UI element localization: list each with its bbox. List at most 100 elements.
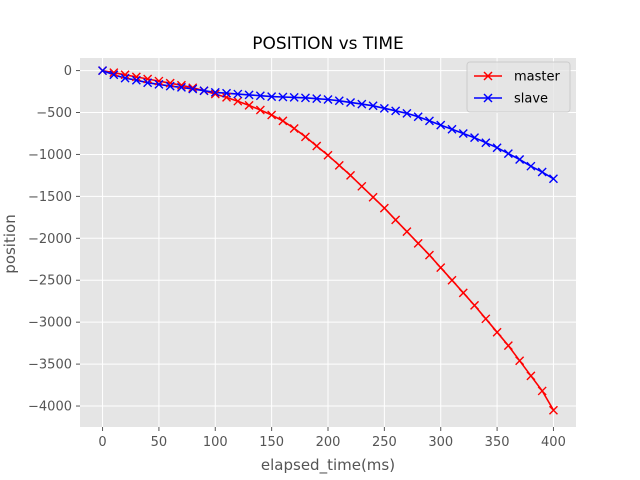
data-point-slave [346,97,356,107]
data-point-master [548,405,558,415]
data-point-slave [357,99,367,109]
data-point-slave [131,75,141,85]
data-point-slave [526,161,536,171]
y-tick-label: −4000 [28,400,72,415]
x-tick-label: 0 [98,435,106,450]
data-point-master [222,92,232,102]
data-point-master [481,314,491,324]
data-point-master [346,170,356,180]
data-point-slave [278,92,288,102]
legend: master slave [466,61,571,113]
data-point-master [503,341,513,351]
data-point-master [402,227,412,237]
data-point-slave [222,88,232,98]
axis-ticks: 0 50 100 150 200 250 300 350 400 0 −500 −1000 −1500 −… [28,64,566,450]
data-point-master [515,356,525,366]
data-point-master [109,68,119,78]
data-point-master [188,83,198,93]
x-tick-label: 300 [428,435,453,450]
data-point-slave [154,79,164,89]
data-point-master [436,263,446,273]
data-point-slave [368,101,378,111]
data-point-slave [188,84,198,94]
data-point-master [278,116,288,126]
data-point-slave [379,103,389,113]
data-point-slave [176,82,186,92]
data-point-master [458,288,468,298]
y-tick-label: −1000 [28,148,72,163]
data-point-slave [210,87,220,97]
data-point-slave [233,89,243,99]
data-point-master [537,386,547,396]
x-tick-label: 150 [259,435,284,450]
data-point-slave [98,66,108,76]
data-point-slave [312,94,322,104]
data-point-master [470,300,480,310]
legend-label-master: master [514,70,560,85]
data-point-slave [515,154,525,164]
data-point-slave [492,143,502,153]
data-point-slave [537,167,547,177]
data-point-master [334,160,344,170]
y-tick-label: −3500 [28,358,72,373]
data-point-slave [244,90,254,100]
y-tick-label: −3000 [28,316,72,331]
data-point-master [255,105,265,115]
data-point-master [300,132,310,142]
y-axis-label: position [1,214,19,273]
data-point-slave [199,86,209,96]
chart-title: POSITION vs TIME [252,34,403,54]
data-point-slave [391,106,401,116]
legend-label-slave: slave [514,92,548,107]
y-tick-label: −2000 [28,232,72,247]
data-point-master [131,72,141,82]
data-point-master [289,123,299,133]
data-point-slave [436,120,446,130]
data-point-master [492,327,502,337]
data-point-slave [458,128,468,138]
data-point-master [379,203,389,213]
data-point-master [176,80,186,90]
data-point-master [120,70,130,80]
data-point-slave [334,96,344,106]
data-point-slave [109,70,119,80]
x-tick-label: 400 [541,435,566,450]
data-point-slave [424,116,434,126]
data-point-slave [481,138,491,148]
legend-marker-master [483,71,493,81]
data-point-master [210,89,220,99]
x-axis-label: elapsed_time(ms) [261,456,395,475]
data-point-master [154,76,164,86]
data-point-master [413,238,423,248]
data-point-slave [289,92,299,102]
data-point-slave [503,149,513,159]
series-markers [98,66,558,415]
y-tick-label: −2500 [28,274,72,289]
y-tick-label: −500 [36,106,72,121]
data-point-master [424,250,434,260]
data-point-master [267,110,277,120]
x-tick-label: 100 [203,435,228,450]
data-point-master [244,100,254,110]
data-point-slave [447,124,457,134]
data-point-slave [413,112,423,122]
data-point-slave [548,174,558,184]
x-tick-label: 250 [372,435,397,450]
data-point-slave [300,93,310,103]
data-point-slave [402,108,412,118]
data-point-master [323,150,333,160]
data-point-master [526,371,536,381]
x-tick-label: 200 [316,435,341,450]
data-point-master [447,275,457,285]
data-point-master [368,192,378,202]
data-point-master [233,96,243,106]
x-tick-label: 350 [485,435,510,450]
data-point-slave [267,92,277,102]
data-point-slave [323,95,333,105]
data-point-slave [470,133,480,143]
legend-entry-slave: slave [474,92,548,107]
data-point-slave [165,81,175,91]
data-point-master [143,74,153,84]
data-point-master [391,215,401,225]
